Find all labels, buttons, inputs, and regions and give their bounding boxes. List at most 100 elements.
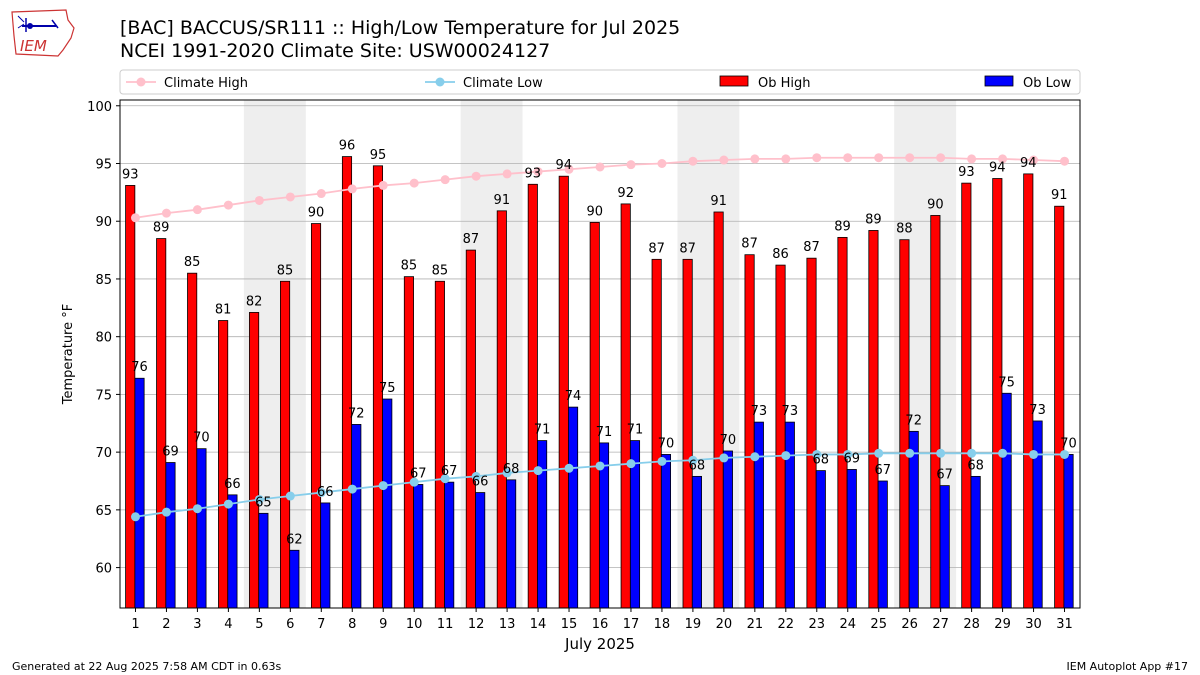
x-tick-label: 1 xyxy=(131,617,139,632)
climate-high-point xyxy=(161,208,171,218)
ob-low-label: 72 xyxy=(905,413,922,428)
climate-high-point xyxy=(719,155,729,165)
x-tick-label: 14 xyxy=(530,617,547,632)
climate-high-point xyxy=(347,184,357,194)
climate-high-point xyxy=(440,175,450,185)
ob-low-label: 67 xyxy=(410,466,427,481)
x-tick-label: 16 xyxy=(592,617,609,632)
climate-high-point xyxy=(409,178,419,188)
ob-low-bar xyxy=(908,430,919,609)
climate-high-point xyxy=(533,167,543,177)
ob-high-label: 94 xyxy=(989,161,1006,176)
x-tick-label: 13 xyxy=(499,617,516,632)
ob-low-label: 66 xyxy=(317,485,334,500)
climate-high-point xyxy=(843,153,853,163)
climate-low-point xyxy=(440,474,450,484)
x-tick-label: 6 xyxy=(286,617,294,632)
x-tick-label: 7 xyxy=(317,617,325,632)
ob-low-bar xyxy=(722,450,733,609)
ob-high-label: 87 xyxy=(679,241,696,256)
x-tick-label: 5 xyxy=(255,617,263,632)
ob-low-bar xyxy=(970,475,981,609)
ob-low-bar xyxy=(227,494,238,609)
climate-low-point xyxy=(285,491,295,501)
ob-low-bar xyxy=(258,512,269,609)
ob-high-label: 94 xyxy=(1020,156,1037,171)
climate-high-point xyxy=(595,162,605,172)
ob-low-label: 71 xyxy=(596,425,613,440)
ob-low-label: 67 xyxy=(441,464,458,479)
ob-high-bar xyxy=(620,203,631,609)
climate-high-point xyxy=(223,200,233,210)
ob-high-bar xyxy=(125,185,136,609)
climate-low-point xyxy=(1060,449,1070,459)
ob-low-bar xyxy=(846,469,857,609)
climate-high-point xyxy=(626,160,636,170)
climate-low-point xyxy=(564,463,574,473)
legend-climate-high-marker xyxy=(136,77,146,87)
x-tick-label: 25 xyxy=(870,617,887,632)
climate-high-point xyxy=(1060,156,1070,166)
ob-high-label: 90 xyxy=(308,206,325,221)
climate-high-point xyxy=(316,189,326,199)
chart-subtitle: NCEI 1991-2020 Climate Site: USW00024127 xyxy=(120,40,551,62)
ob-low-bar xyxy=(444,481,455,609)
x-tick-label: 24 xyxy=(839,617,856,632)
ob-high-label: 95 xyxy=(370,148,387,163)
ob-high-label: 87 xyxy=(803,240,820,255)
ob-high-label: 93 xyxy=(958,165,975,180)
climate-low-point xyxy=(130,512,140,522)
climate-high-point xyxy=(192,205,202,215)
logo-text: IEM xyxy=(20,37,47,55)
ob-high-label: 89 xyxy=(834,219,851,234)
ob-high-label: 85 xyxy=(277,263,294,278)
ob-high-label: 87 xyxy=(741,237,758,252)
ob-high-bar xyxy=(806,257,817,609)
ob-low-label: 68 xyxy=(813,453,830,468)
ob-high-label: 91 xyxy=(1051,188,1068,203)
climate-low-point xyxy=(161,507,171,517)
ob-high-bar xyxy=(1023,173,1034,609)
climate-high-point xyxy=(998,154,1008,164)
climate-high-point xyxy=(936,153,946,163)
ob-high-label: 91 xyxy=(710,194,727,209)
climate-low-point xyxy=(812,449,822,459)
y-tick-label: 100 xyxy=(87,100,112,115)
ob-high-label: 85 xyxy=(432,263,449,278)
ob-low-bar xyxy=(382,398,393,609)
climate-high-point xyxy=(285,192,295,202)
y-axis-label: Temperature °F xyxy=(61,304,76,405)
x-tick-label: 21 xyxy=(747,617,764,632)
legend-climate-low-marker xyxy=(435,77,445,87)
ob-high-label: 93 xyxy=(122,167,139,182)
ob-high-bar xyxy=(744,254,755,609)
climate-high-point xyxy=(130,213,140,223)
ob-low-label: 62 xyxy=(286,532,303,547)
ob-high-bar xyxy=(465,249,476,609)
climate-low-point xyxy=(502,468,512,478)
ob-low-label: 69 xyxy=(843,451,860,466)
legend-ob-low-swatch xyxy=(984,75,1014,87)
ob-low-bar xyxy=(1032,420,1043,609)
ob-low-label: 71 xyxy=(534,423,551,438)
climate-low-point xyxy=(843,449,853,459)
ob-high-label: 89 xyxy=(153,221,170,236)
ob-low-label: 76 xyxy=(131,360,148,375)
climate-low-point xyxy=(316,488,326,498)
climate-low-point xyxy=(347,484,357,494)
ob-low-bar xyxy=(1063,454,1074,609)
ob-high-bar xyxy=(868,230,879,609)
ob-high-bar xyxy=(280,280,291,609)
climate-high-point xyxy=(874,153,884,163)
ob-low-bar xyxy=(877,480,888,609)
ob-high-bar xyxy=(992,178,1003,609)
climate-low-point xyxy=(657,456,667,466)
ob-high-label: 91 xyxy=(494,193,511,208)
ob-high-bar xyxy=(156,238,167,609)
climate-high-point xyxy=(1029,155,1039,165)
ob-high-label: 81 xyxy=(215,303,232,318)
ob-low-bar xyxy=(660,454,672,609)
x-axis-label: July 2025 xyxy=(564,635,635,653)
ob-high-label: 87 xyxy=(648,241,665,256)
